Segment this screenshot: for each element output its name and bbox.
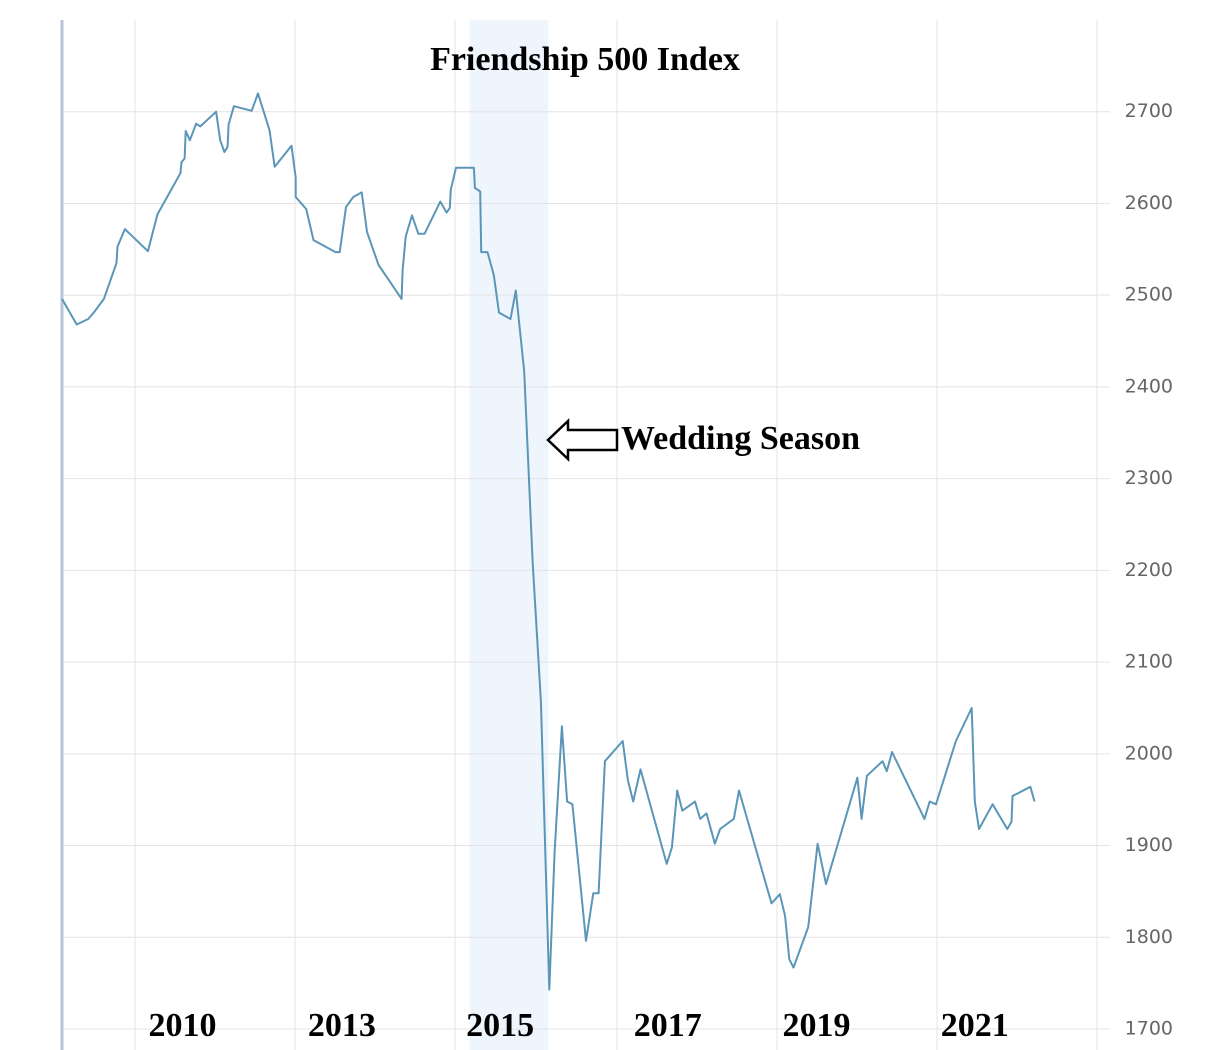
x-tick-label: 2017 <box>634 1007 702 1044</box>
y-tick-label: 2400 <box>1125 375 1173 397</box>
y-tick-label: 2200 <box>1125 559 1173 581</box>
x-tick-label: 2021 <box>941 1007 1009 1044</box>
line-series <box>61 92 1036 991</box>
x-tick-label: 2013 <box>308 1007 376 1044</box>
y-tick-label: 2600 <box>1125 192 1173 214</box>
annotation: Wedding Season <box>621 420 860 457</box>
y-tick-label: 2000 <box>1125 742 1173 764</box>
y-tick-label: 2500 <box>1125 284 1173 306</box>
x-tick-label: 2019 <box>783 1007 851 1044</box>
x-tick-label: 2015 <box>466 1007 534 1044</box>
arrow <box>546 418 619 462</box>
y-tick-label: 2700 <box>1125 100 1173 122</box>
y-tick-label: 1800 <box>1125 926 1173 948</box>
x-tick-label: 2010 <box>149 1007 217 1044</box>
y-tick-label: 2100 <box>1125 651 1173 673</box>
y-tick-label: 1700 <box>1125 1018 1173 1040</box>
y-tick-label: 1900 <box>1125 834 1173 856</box>
y-tick-label: 2300 <box>1125 467 1173 489</box>
chart-title: Friendship 500 Index <box>430 41 740 78</box>
shaded-region <box>469 20 549 1050</box>
